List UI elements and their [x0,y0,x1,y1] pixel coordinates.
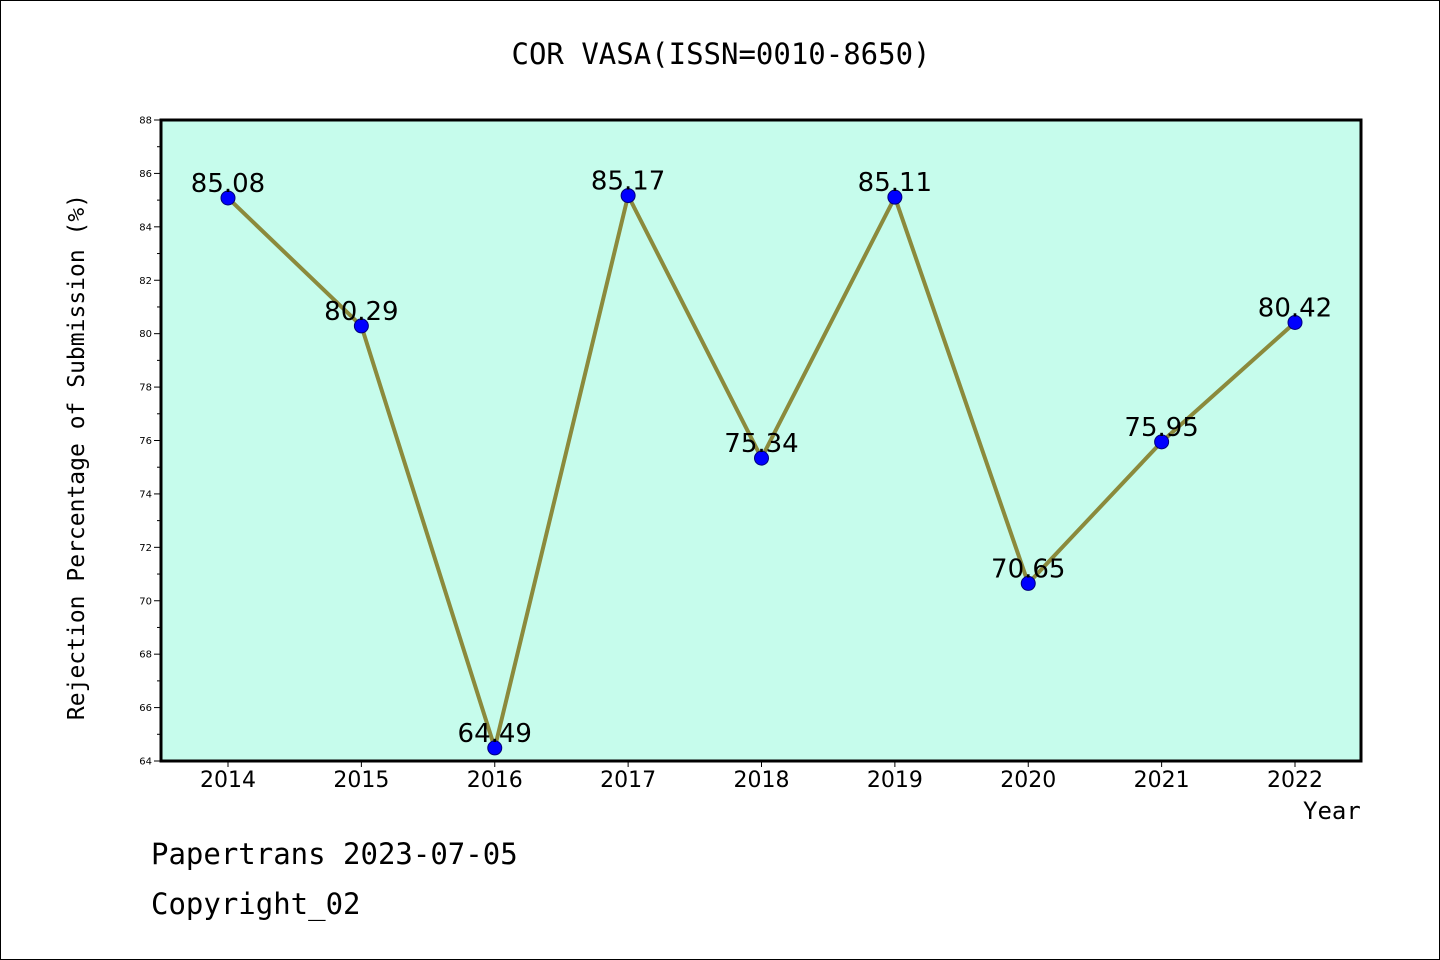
x-tick-label: 2017 [600,768,656,793]
data-label: 70.65 [991,554,1065,584]
x-tick-label: 2020 [1000,768,1056,793]
x-tick-label: 2022 [1267,768,1323,793]
data-label: 75.95 [1124,413,1198,443]
x-tick-label: 2015 [333,768,389,793]
data-point [1154,434,1170,450]
data-label: 80.29 [324,297,398,327]
data-point [754,450,769,466]
chart-title: COR VASA(ISSN=0010-8650) [511,37,931,71]
data-label: 64.49 [458,719,532,749]
x-axis-label: Year [1303,797,1361,825]
data-label: 85.08 [191,169,265,199]
y-tick-label: 86 [139,169,152,180]
data-label: 85.17 [591,167,665,197]
y-tick-label: 82 [139,276,152,287]
y-tick-label: 78 [139,383,152,394]
y-axis-label: Rejection Percentage of Submission (%) [64,193,90,721]
y-tick-label: 84 [139,222,152,233]
data-label: 80.42 [1258,293,1332,323]
y-tick-label: 70 [139,596,152,607]
x-tick-label: 2016 [467,768,523,793]
data-point [353,318,369,334]
x-tick-label: 2018 [734,768,790,793]
footer-copyright: Copyright_02 [151,887,361,921]
data-point [887,189,903,205]
data-point [1287,314,1303,330]
plot-frame [159,118,1363,763]
y-tick-label: 80 [139,329,152,340]
y-tick-label: 68 [139,650,152,661]
y-tick-label: 72 [139,543,152,554]
y-tick-label: 66 [139,703,152,714]
data-label: 75.34 [724,429,798,459]
y-tick-label: 88 [139,116,152,127]
x-tick-label: 2014 [200,768,256,793]
y-tick-label: 74 [139,489,152,500]
y-tick-label: 76 [139,436,152,447]
data-point [220,190,236,206]
data-point [1020,575,1036,591]
data-point [487,740,503,756]
x-tick-label: 2021 [1134,768,1190,793]
data-label: 85.11 [858,168,932,198]
footer-date: Papertrans 2023-07-05 [151,837,518,871]
x-tick-label: 2019 [867,768,923,793]
y-tick-label: 64 [139,757,152,768]
data-point [620,188,636,204]
